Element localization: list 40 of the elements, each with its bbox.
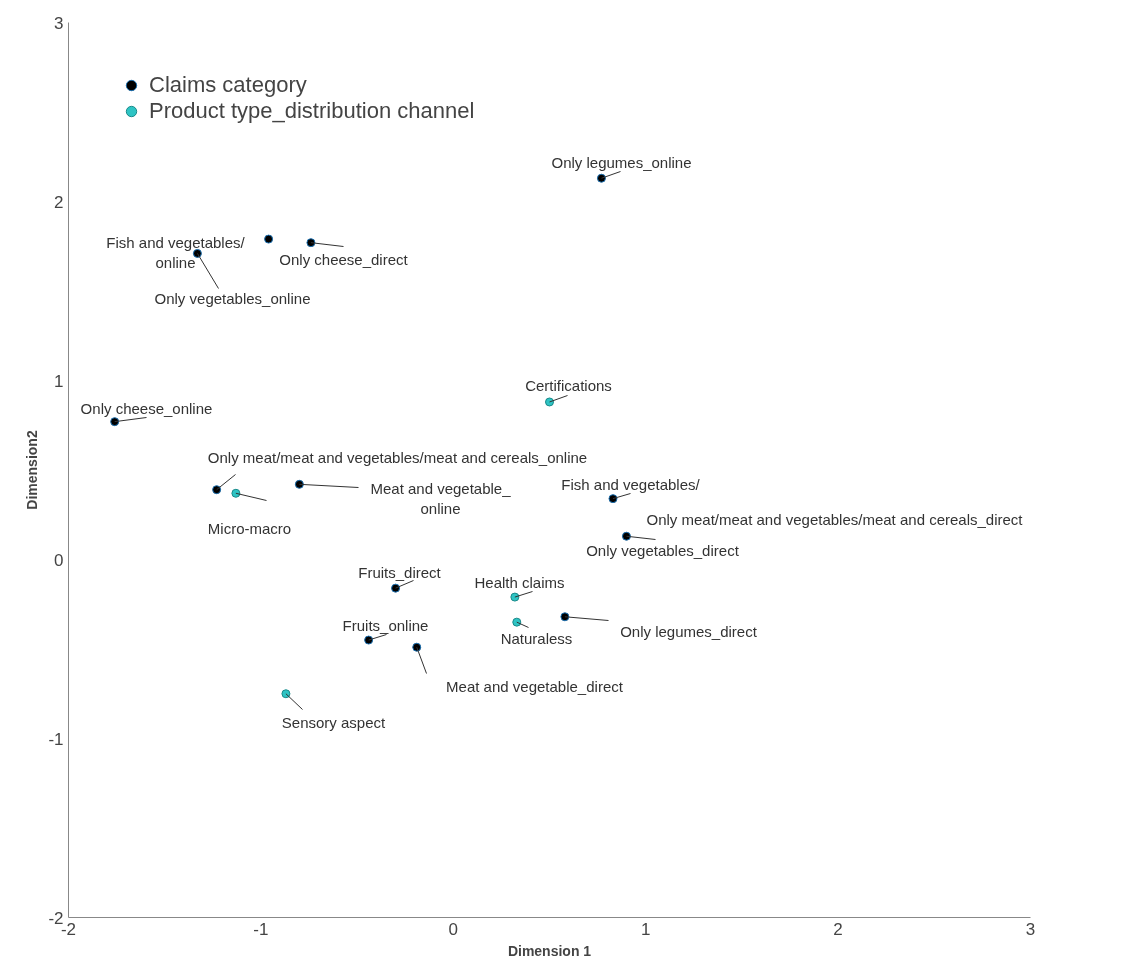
x-tick-label: 0 [448,919,459,939]
point [512,617,522,627]
y-tick-label: -1 [48,729,64,749]
point [110,417,120,427]
point [621,531,631,541]
x-tick-label: 3 [1025,919,1036,939]
y-tick-label: 1 [54,371,64,391]
annotation: Meat and vegetable_ online [370,479,512,518]
annotation: Only cheese_direct [279,251,409,268]
y-tick-label: 3 [54,13,64,33]
annotation: Only meat/meat and vegetables/meat and cereals_direct [646,511,1024,528]
x-axis-title: Dimension 1 [507,942,592,959]
annotation: Only legumes_direct [620,623,758,640]
legend-label: Claims category [149,72,307,98]
annotation: Fruits_direct [358,564,442,581]
annotation: Health claims [474,574,565,591]
annotation: Only legumes_online [551,154,692,171]
annotation: Fish and vegetables/ [561,476,701,493]
point [264,234,274,244]
annotation: Only meat/meat and vegetables/meat and cereals_online [207,449,588,466]
point [608,494,618,504]
x-tick-label: 2 [833,919,843,939]
y-tick-label: 0 [54,550,64,570]
annotation: Meat and vegetable_direct [446,678,624,695]
legend-label: Product type_distribution channel [149,98,475,124]
point [596,173,606,183]
annotation: Sensory aspect [281,714,387,731]
annotation: Only vegetables_online [154,290,311,307]
annotation: Certifications [525,377,612,394]
point [294,479,304,489]
annotation: Fruits_online [342,617,429,634]
annotation: Micro-macro [207,520,292,537]
annotation: Naturaless [500,630,573,647]
annotation: Only vegetables_direct [586,542,740,559]
annotation: Fish and vegetables/ online [106,233,246,272]
x-tick-label: 1 [640,919,651,939]
annotation: Only cheese_online [80,400,213,417]
x-tick-label: -1 [253,919,269,939]
y-axis-title: Dimension2 [24,430,41,510]
y-tick-label: 2 [54,192,64,212]
